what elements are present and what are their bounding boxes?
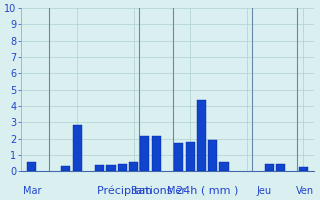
Bar (152, 136, 161, 171)
Bar (197, 100, 206, 171)
Text: Sam: Sam (131, 186, 152, 196)
X-axis label: Précipitations 24h ( mm ): Précipitations 24h ( mm ) (97, 185, 238, 196)
Bar (174, 143, 183, 171)
Bar (73, 125, 82, 171)
Bar (28, 162, 36, 171)
Bar (265, 164, 274, 171)
Bar (208, 140, 217, 171)
Text: Jeu: Jeu (256, 186, 271, 196)
Bar (299, 167, 308, 171)
Bar (276, 164, 285, 171)
Bar (186, 142, 195, 171)
Bar (129, 162, 138, 171)
Text: Mar: Mar (23, 186, 41, 196)
Bar (140, 136, 149, 171)
Bar (107, 165, 116, 171)
Bar (220, 162, 228, 171)
Bar (61, 166, 70, 171)
Bar (95, 165, 104, 171)
Text: Mer: Mer (167, 186, 186, 196)
Bar (118, 164, 127, 171)
Text: Ven: Ven (296, 186, 315, 196)
